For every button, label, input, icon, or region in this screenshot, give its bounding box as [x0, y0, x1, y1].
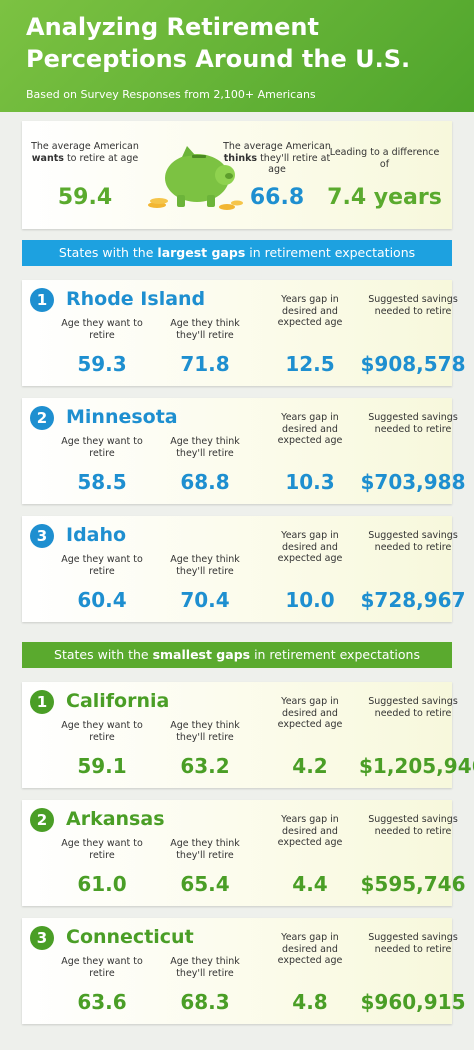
state-name: California — [66, 690, 170, 712]
piggy-bank-icon — [148, 146, 243, 210]
state-value: 4.4 — [292, 872, 328, 896]
state-value: $595,746 — [360, 872, 466, 896]
state-value: $1,205,946 — [359, 754, 474, 778]
state-value: 10.3 — [285, 470, 335, 494]
state-value: 58.5 — [77, 470, 127, 494]
column-label: Years gap in desired and expected age — [277, 696, 343, 730]
column-label: Suggested savings needed to retire — [368, 412, 458, 435]
label-part: The average American — [223, 141, 331, 152]
state-value: $960,915 — [360, 990, 466, 1014]
label-part: thinks — [223, 152, 258, 164]
column-label: Age they think they'll retire — [170, 956, 240, 979]
state-value: 10.0 — [285, 588, 335, 612]
state-value: 70.4 — [180, 588, 230, 612]
summary-label: The average American thinks they'll reti… — [222, 141, 332, 176]
column-label: Age they want to retire — [61, 720, 143, 743]
banner-part: in retirement expectations — [245, 245, 416, 260]
banner-part: States with the — [58, 245, 158, 260]
banner-part: smallest gaps — [152, 647, 251, 662]
state-card: 3 Idaho Age they want to retire 60.4 Age the… — [22, 516, 466, 622]
column-label: Years gap in desired and expected age — [277, 932, 343, 966]
column-label: Age they want to retire — [61, 436, 143, 459]
column-label: Suggested savings needed to retire — [368, 696, 458, 719]
column-label: Age they think they'll retire — [170, 720, 240, 743]
summary-value: 66.8 — [249, 185, 305, 210]
column-label: Suggested savings needed to retire — [368, 932, 458, 955]
state-name: Arkansas — [66, 808, 165, 830]
summary-value: 7.4 years — [327, 185, 442, 210]
column-label: Age they want to retire — [61, 554, 143, 577]
label-part: The average American — [31, 141, 139, 152]
title-line: Analyzing Retirement — [26, 13, 319, 41]
state-value: $728,967 — [360, 588, 466, 612]
state-value: 60.4 — [77, 588, 127, 612]
state-value: 12.5 — [285, 352, 335, 376]
summary-card: The average American wants to retire at … — [22, 121, 452, 229]
rank-badge: 1 — [30, 690, 54, 714]
column-label: Years gap in desired and expected age — [277, 294, 343, 328]
state-value: 61.0 — [77, 872, 127, 896]
column-label: Years gap in desired and expected age — [277, 412, 343, 446]
header: Analyzing Retirement Perceptions Around t… — [0, 0, 474, 112]
column-label: Age they think they'll retire — [170, 436, 240, 459]
state-value: 63.6 — [77, 990, 127, 1014]
title-line: Perceptions Around the U.S. — [26, 45, 411, 73]
rank-badge: 2 — [30, 406, 54, 430]
state-card: 3 Connecticut Age they want to retire 63.6 A… — [22, 918, 466, 1024]
state-value: 68.3 — [180, 990, 230, 1014]
state-value: 4.8 — [292, 990, 328, 1014]
subtitle: Based on Survey Responses from 2,100+ Am… — [26, 88, 316, 101]
state-value: 63.2 — [180, 754, 230, 778]
column-label: Suggested savings needed to retire — [368, 814, 458, 837]
summary-label: Leading to a difference of — [327, 147, 442, 170]
state-name: Minnesota — [66, 406, 178, 428]
label-part: to retire at age — [63, 152, 139, 164]
state-value: 4.2 — [292, 754, 328, 778]
rank-badge: 2 — [30, 808, 54, 832]
label-part: they'll retire at age — [257, 152, 331, 176]
state-value: 65.4 — [180, 872, 230, 896]
rank-badge: 3 — [30, 524, 54, 548]
state-name: Connecticut — [66, 926, 194, 948]
label-part: Leading to a difference of — [329, 147, 440, 170]
column-label: Age they think they'll retire — [170, 554, 240, 577]
state-card: 2 Minnesota Age they want to retire 58.5 Age… — [22, 398, 466, 504]
state-value: 59.3 — [77, 352, 127, 376]
section-banner: States with the smallest gaps in retirem… — [22, 642, 452, 668]
state-card: 2 Arkansas Age they want to retire 61.0 Age … — [22, 800, 466, 906]
column-label: Suggested savings needed to retire — [368, 530, 458, 553]
column-label: Age they think they'll retire — [170, 318, 240, 341]
state-value: 68.8 — [180, 470, 230, 494]
state-card: 1 Rhode Island Age they want to retire 59.3… — [22, 280, 466, 386]
summary-label: The average American wants to retire at … — [30, 141, 140, 164]
state-card: 1 California Age they want to retire 59.1 Ag… — [22, 682, 474, 788]
section-banner: States with the largest gaps in retireme… — [22, 240, 452, 266]
state-name: Idaho — [66, 524, 127, 546]
state-value: $703,988 — [360, 470, 466, 494]
rank-badge: 3 — [30, 926, 54, 950]
state-name: Rhode Island — [66, 288, 206, 310]
state-value: $908,578 — [360, 352, 466, 376]
state-value: 59.1 — [77, 754, 127, 778]
banner-part: States with the — [54, 647, 153, 662]
column-label: Suggested savings needed to retire — [368, 294, 458, 317]
column-label: Age they want to retire — [61, 838, 143, 861]
column-label: Age they want to retire — [61, 956, 143, 979]
column-label: Age they think they'll retire — [170, 838, 240, 861]
label-part: wants — [31, 152, 64, 164]
column-label: Years gap in desired and expected age — [277, 814, 343, 848]
banner-part: largest gaps — [157, 245, 246, 260]
summary-value: 59.4 — [57, 185, 113, 210]
column-label: Age they want to retire — [61, 318, 143, 341]
column-label: Years gap in desired and expected age — [277, 530, 343, 564]
state-value: 71.8 — [180, 352, 230, 376]
rank-badge: 1 — [30, 288, 54, 312]
banner-part: in retirement expectations — [250, 647, 420, 662]
